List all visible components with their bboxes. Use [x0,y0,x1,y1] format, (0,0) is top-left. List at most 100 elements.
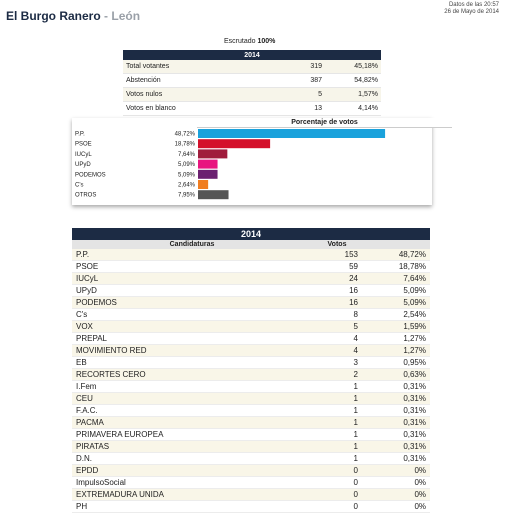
summary-label: Total votantes [123,60,279,74]
page-title: El Burgo Ranero - León [6,9,140,23]
table-row: I.Fem 1 0,31% [72,380,430,393]
party-votes: 2 [312,368,362,381]
table-row: ImpulsoSocial 0 0% [72,476,430,489]
table-row: C's 8 2,54% [72,308,430,321]
party-votes: 0 [312,476,362,489]
summary-pct: 1,57% [325,87,381,102]
table-row: CEU 1 0,31% [72,392,430,405]
party-votes: 0 [312,500,362,513]
table-row: D.N. 1 0,31% [72,452,430,465]
party-votes: 4 [312,332,362,345]
bar-category-label: C's [75,183,83,189]
party-name: D.N. [72,452,312,465]
bar-category-label: P.P. [75,132,85,138]
table-row: PH 0 0% [72,500,430,513]
party-votes: 1 [312,440,362,453]
summary-label: Votos nulos [123,87,279,102]
party-pct: 2,54% [362,308,430,321]
party-name: PRIMAVERA EUROPEA [72,428,312,441]
summary-row: Abstención 387 54,82% [123,73,381,88]
party-votes: 3 [312,356,362,369]
vote-share-chart: P.P. 48,72% PSOE 18,78% IUCyL 7,64% UPyD 5,09% P… [72,118,452,205]
table-row: EXTREMADURA UNIDA 0 0% [72,488,430,501]
party-pct: 1,59% [362,320,430,333]
results-table: 2014 Candidaturas Votos P.P. 153 48,72% PSO… [72,228,430,513]
party-pct: 0,63% [362,368,430,381]
party-pct: 1,27% [362,332,430,345]
party-votes: 1 [312,380,362,393]
party-name: F.A.C. [72,404,312,417]
party-pct: 18,78% [362,260,430,273]
party-name: IUCyL [72,272,312,285]
table-row: PIRATAS 1 0,31% [72,440,430,453]
party-name: PODEMOS [72,296,312,309]
title-separator: - [100,9,112,23]
party-votes: 0 [312,488,362,501]
bar [198,139,271,149]
party-votes: 1 [312,392,362,405]
party-name: PACMA [72,416,312,429]
table-row: EPDD 0 0% [72,464,430,477]
party-pct: 5,09% [362,284,430,297]
party-pct: 7,64% [362,272,430,285]
bar-value-label: 18,78% [175,142,196,148]
table-row: VOX 5 1,59% [72,320,430,333]
party-votes: 5 [312,320,362,333]
table-row: IUCyL 24 7,64% [72,272,430,285]
table-row: RECORTES CERO 2 0,63% [72,368,430,381]
party-name: PSOE [72,260,312,273]
party-pct: 0,31% [362,392,430,405]
col-header-pct [362,240,430,249]
party-pct: 0,31% [362,428,430,441]
party-pct: 48,72% [362,249,430,261]
summary-label: Abstención [123,73,279,88]
party-votes: 1 [312,452,362,465]
summary-year-header: 2014 [123,50,381,60]
bar [198,149,228,159]
party-name: UPyD [72,284,312,297]
party-name: EPDD [72,464,312,477]
party-pct: 0,31% [362,416,430,429]
party-name: MOVIMIENTO RED [72,344,312,357]
bar-category-label: IUCyL [75,152,92,158]
party-name: P.P. [72,249,312,261]
party-votes: 8 [312,308,362,321]
party-pct: 0,31% [362,380,430,393]
summary-row: Total votantes 319 45,18% [123,60,381,74]
summary-row: Votos en blanco 13 4,14% [123,101,381,116]
party-pct: 0,31% [362,440,430,453]
party-pct: 0% [362,488,430,501]
summary-pct: 4,14% [325,101,381,116]
municipality-name: El Burgo Ranero [6,9,101,23]
table-row: F.A.C. 1 0,31% [72,404,430,417]
vote-share-chart-svg: P.P. 48,72% PSOE 18,78% IUCyL 7,64% UPyD 5,09% P… [75,128,428,202]
update-timestamp: Datos de las 20:57 26 de Mayo de 2014 [444,2,499,16]
summary-table: 2014 Total votantes 319 45,18% Abstención 38… [123,50,381,116]
table-row: PODEMOS 16 5,09% [72,296,430,309]
bar-category-label: UPyD [75,162,91,168]
bar-value-label: 2,64% [178,183,196,189]
party-votes: 24 [312,272,362,285]
party-votes: 4 [312,344,362,357]
bar-value-label: 7,95% [178,193,196,199]
party-name: PIRATAS [72,440,312,453]
party-name: VOX [72,320,312,333]
plot-area [198,128,428,202]
party-votes: 16 [312,296,362,309]
chart-title: Porcentaje de votos [197,118,452,128]
party-name: I.Fem [72,380,312,393]
summary-count: 13 [279,101,325,116]
summary-row: Votos nulos 5 1,57% [123,87,381,102]
table-row: PSOE 59 18,78% [72,260,430,273]
party-votes: 1 [312,404,362,417]
scrutiny-label: Escrutado [224,38,256,45]
table-row: PACMA 1 0,31% [72,416,430,429]
party-name: EXTREMADURA UNIDA [72,488,312,501]
party-pct: 0,31% [362,404,430,417]
party-pct: 0% [362,500,430,513]
party-name: PREPAL [72,332,312,345]
party-pct: 0% [362,464,430,477]
bar-value-label: 5,09% [178,162,196,168]
party-name: RECORTES CERO [72,368,312,381]
party-name: CEU [72,392,312,405]
